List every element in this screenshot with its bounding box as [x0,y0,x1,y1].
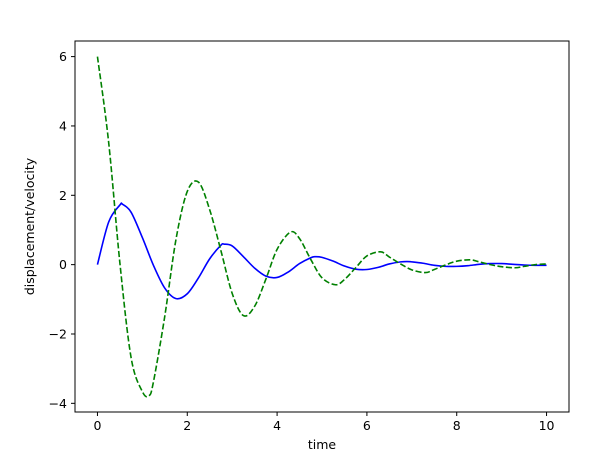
y-axis-label: displacement/velocity [22,157,37,295]
velocity-series-line [96,56,547,398]
x-tick-label: 6 [363,418,371,433]
y-tick-label: 6 [59,49,67,64]
x-tick-label: 10 [539,418,555,433]
x-tick-label: 4 [273,418,281,433]
y-tick-label: −4 [49,396,67,411]
y-tick-label: −2 [49,326,67,341]
y-tick-label: 2 [59,188,67,203]
x-tick-label: 2 [183,418,191,433]
x-axis-ticks: 0 2 4 6 8 10 [93,412,555,433]
y-axis-ticks: −4 −2 0 2 4 6 [49,49,75,411]
x-tick-label: 8 [453,418,461,433]
plot-frame [74,40,570,413]
series-layer [96,56,547,398]
y-tick-label: 0 [59,257,67,272]
x-axis-label: time [308,437,337,452]
y-tick-label: 4 [59,118,67,133]
x-tick-label: 0 [93,418,101,433]
